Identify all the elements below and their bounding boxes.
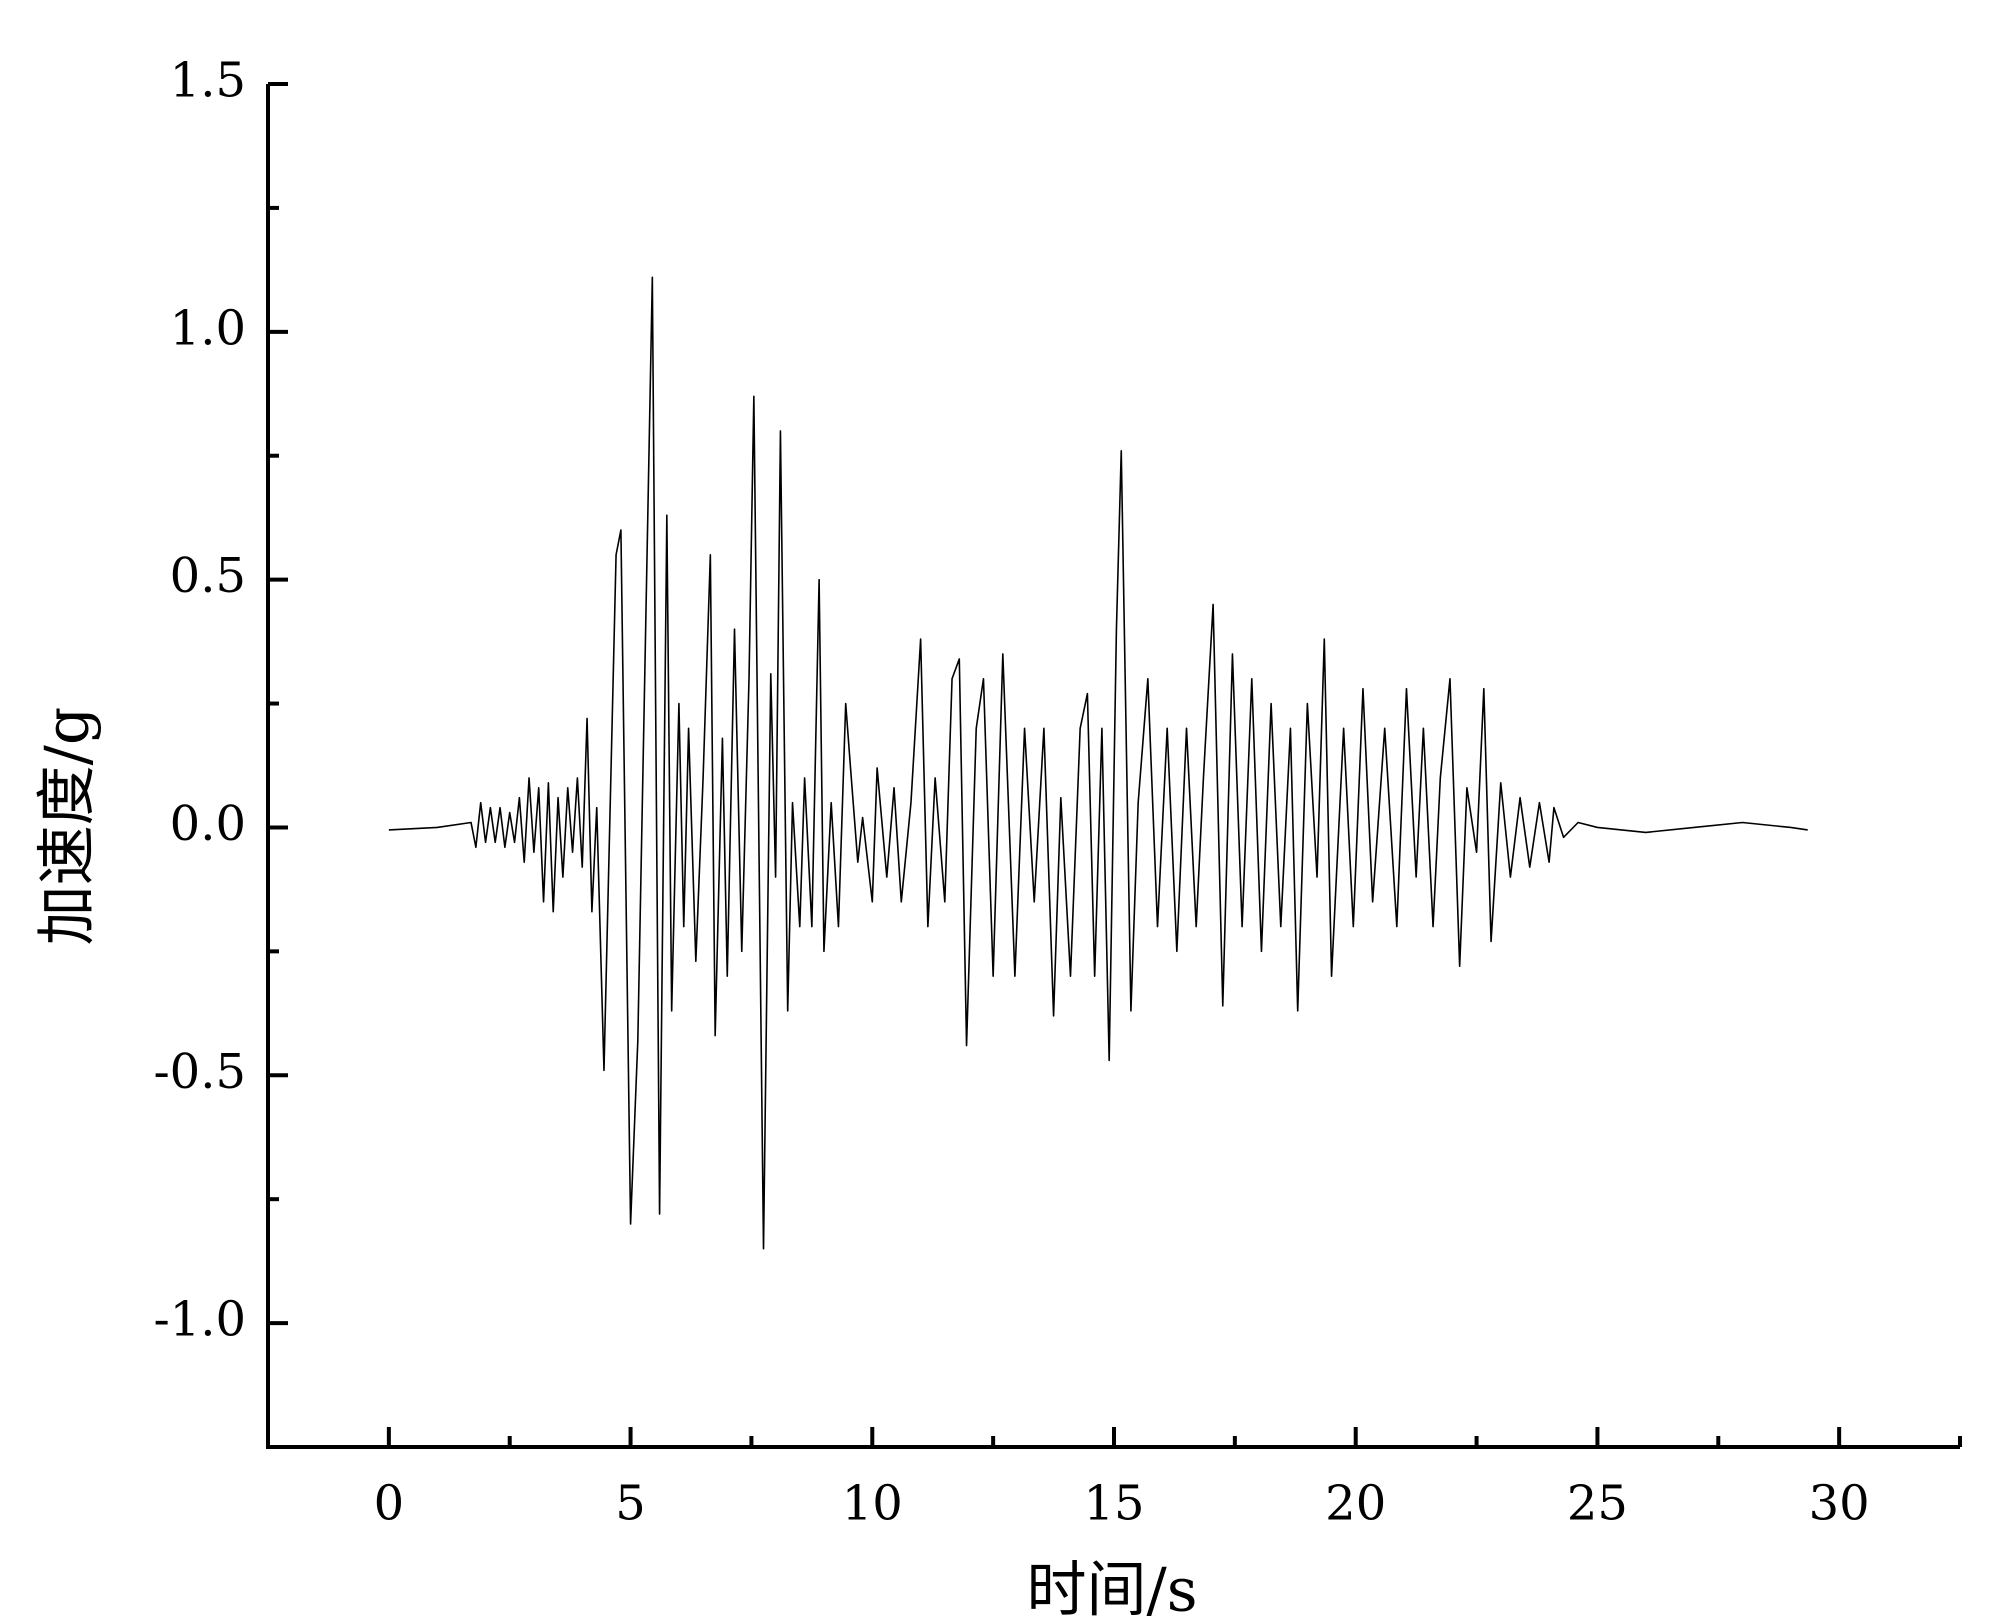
x-tick-label: 10	[842, 1476, 903, 1532]
x-tick-label: 30	[1809, 1476, 1870, 1532]
y-axis-title: 加速度/g	[33, 707, 103, 946]
x-axis-title: 时间/s	[1026, 1556, 1197, 1620]
x-tick-label: 5	[615, 1476, 646, 1532]
y-tick-label: 0.0	[170, 796, 246, 852]
y-tick-label: -1.0	[153, 1292, 246, 1348]
x-tick-label: 25	[1567, 1476, 1628, 1532]
y-tick-label: 1.0	[170, 300, 246, 356]
data-line	[388, 276, 1808, 1250]
x-tick-label: 15	[1083, 1476, 1144, 1532]
y-tick-label: 1.5	[170, 53, 246, 109]
y-tick-label: 0.5	[170, 548, 246, 604]
x-tick-label: 20	[1325, 1476, 1386, 1532]
x-tick-label: 0	[374, 1476, 405, 1532]
y-tick-label: -0.5	[153, 1044, 246, 1100]
